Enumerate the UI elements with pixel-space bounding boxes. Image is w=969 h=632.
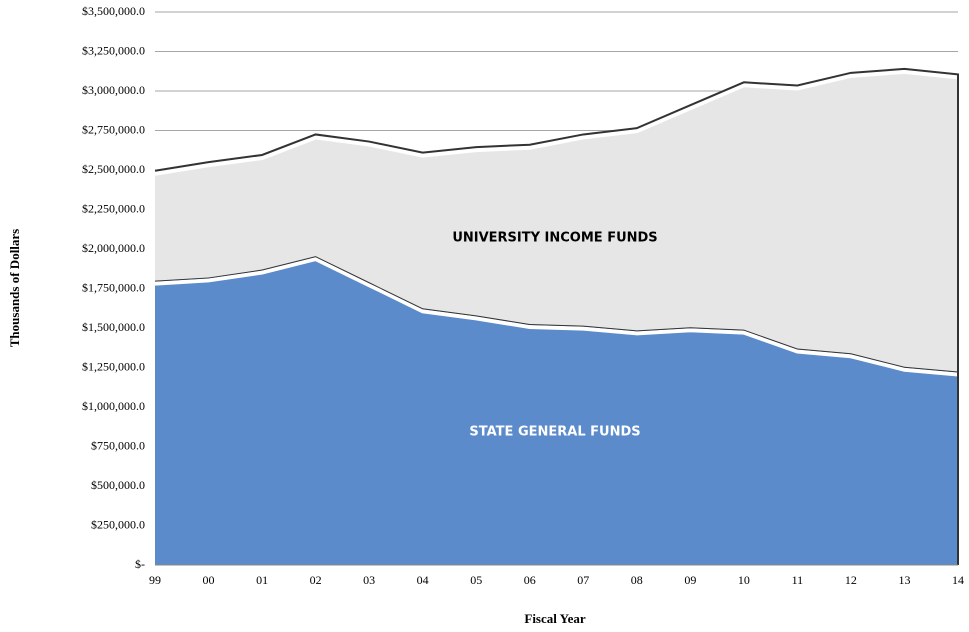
series-label: STATE GENERAL FUNDS bbox=[469, 425, 640, 440]
x-tick-label: 00 bbox=[203, 573, 215, 587]
x-tick-label: 13 bbox=[898, 573, 910, 587]
x-tick-label: 11 bbox=[792, 573, 804, 587]
y-tick-label: $3,500,000.0 bbox=[82, 4, 145, 18]
y-tick-label: $750,000.0 bbox=[91, 438, 145, 452]
x-tick-label: 07 bbox=[577, 573, 589, 587]
y-tick-label: $3,000,000.0 bbox=[82, 83, 145, 97]
x-tick-label: 12 bbox=[845, 573, 857, 587]
x-tick-label: 05 bbox=[470, 573, 482, 587]
x-tick-label: 06 bbox=[524, 573, 536, 587]
area-edge bbox=[154, 67, 959, 372]
x-tick-label: 08 bbox=[631, 573, 643, 587]
y-tick-label: $2,250,000.0 bbox=[82, 201, 145, 215]
series-label: UNIVERSITY INCOME FUNDS bbox=[452, 231, 657, 246]
x-tick-label: 01 bbox=[256, 573, 268, 587]
x-tick-label: 10 bbox=[738, 573, 750, 587]
area bbox=[155, 256, 958, 565]
x-tick-label: 99 bbox=[149, 573, 161, 587]
x-tick-label: 09 bbox=[684, 573, 696, 587]
y-axis-title: Thousands of Dollars bbox=[7, 229, 22, 347]
x-tick-label: 03 bbox=[363, 573, 375, 587]
x-tick-label: 02 bbox=[310, 573, 322, 587]
y-tick-label: $1,750,000.0 bbox=[82, 280, 145, 294]
area-edge bbox=[154, 69, 959, 176]
y-tick-label: $2,500,000.0 bbox=[82, 162, 145, 176]
y-tick-label: $2,750,000.0 bbox=[82, 122, 145, 136]
y-tick-label: $1,000,000.0 bbox=[82, 399, 145, 413]
y-tick-label: $- bbox=[135, 557, 145, 571]
area-edge bbox=[154, 256, 959, 377]
y-tick-label: $500,000.0 bbox=[91, 478, 145, 492]
x-tick-label: 14 bbox=[952, 573, 964, 587]
y-tick-label: $1,250,000.0 bbox=[82, 359, 145, 373]
y-tick-label: $3,250,000.0 bbox=[82, 43, 145, 57]
x-axis-title: Fiscal Year bbox=[524, 611, 585, 626]
y-tick-label: $250,000.0 bbox=[91, 517, 145, 531]
y-tick-label: $2,000,000.0 bbox=[82, 241, 145, 255]
x-tick-label: 04 bbox=[417, 573, 429, 587]
y-tick-label: $1,500,000.0 bbox=[82, 320, 145, 334]
